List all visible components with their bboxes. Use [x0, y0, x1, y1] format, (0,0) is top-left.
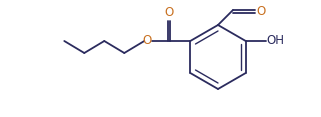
Text: O: O	[164, 6, 174, 19]
Text: O: O	[256, 5, 265, 18]
Text: O: O	[142, 35, 151, 48]
Text: OH: OH	[267, 35, 285, 48]
